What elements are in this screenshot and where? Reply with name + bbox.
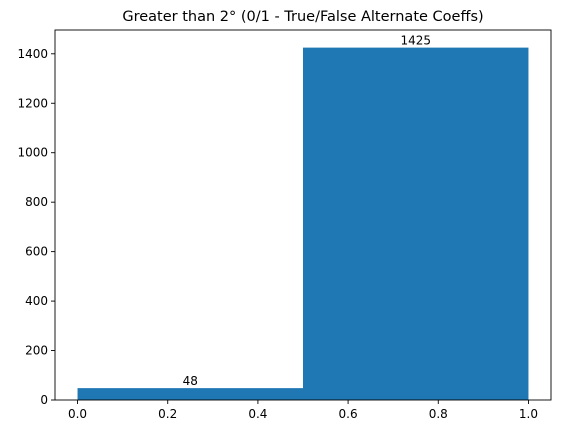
y-tick-label-3: 600: [25, 245, 48, 259]
x-tick-label-4: 0.8: [429, 407, 448, 421]
x-tick-label-5: 1.0: [519, 407, 538, 421]
y-tick-label-0: 0: [40, 393, 48, 407]
y-tick-label-7: 1400: [17, 47, 48, 61]
x-tick-label-3: 0.6: [339, 407, 358, 421]
bar-value-label-1: 1425: [400, 34, 431, 48]
y-tick-label-6: 1200: [17, 96, 48, 110]
y-tick-label-5: 1000: [17, 146, 48, 160]
x-tick-label-0: 0.0: [68, 407, 87, 421]
y-tick-label-4: 800: [25, 195, 48, 209]
bar-labels-layer: 48 1425: [183, 34, 431, 389]
chart-title: Greater than 2° (0/1 - True/False Altern…: [122, 9, 483, 25]
bar-value-label-0: 48: [183, 374, 198, 388]
plot-frame: [54, 29, 552, 401]
y-tick-label-1: 200: [25, 344, 48, 358]
x-tick-label-2: 0.4: [248, 407, 267, 421]
histogram-bar-1: [303, 47, 529, 400]
x-tick-label-1: 0.2: [158, 407, 177, 421]
y-tick-label-2: 400: [25, 294, 48, 308]
bars-layer: [77, 47, 529, 400]
histogram-bar-0: [77, 388, 303, 400]
axes-layer: 0.0 0.2 0.4 0.6 0.8 1.0 0 200 400 600 800 1000 1200 1…: [17, 29, 552, 421]
